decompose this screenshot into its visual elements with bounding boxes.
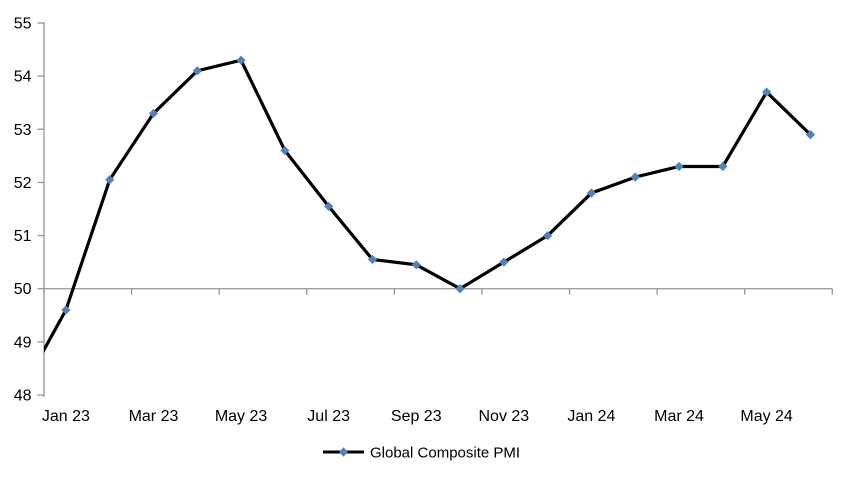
data-point-marker bbox=[674, 161, 684, 172]
y-tick-label: 51 bbox=[14, 228, 32, 245]
data-point-marker bbox=[411, 260, 421, 270]
axis-labels-layer: 48 49 50 51 52 53 54 55 Jan 23 Mar 23 May 23 Jul 23… bbox=[14, 16, 793, 426]
x-tick-label: May 23 bbox=[215, 408, 268, 425]
data-point-marker bbox=[455, 284, 465, 294]
data-point-marker bbox=[718, 161, 728, 172]
y-tick-label: 54 bbox=[14, 69, 32, 86]
legend-label: Global Composite PMI bbox=[370, 445, 520, 462]
legend-marker-icon bbox=[339, 447, 348, 457]
x-tick-label: Jan 23 bbox=[42, 408, 90, 425]
x-tick-label: Mar 23 bbox=[129, 408, 179, 425]
data-point-marker bbox=[148, 108, 159, 118]
data-point-marker bbox=[586, 188, 597, 198]
data-point-marker bbox=[805, 130, 816, 140]
data-point-marker bbox=[324, 201, 334, 211]
pmi-series-line bbox=[44, 58, 812, 354]
data-point-marker bbox=[192, 66, 202, 76]
data-point-marker bbox=[236, 55, 246, 65]
x-tick-label: May 24 bbox=[740, 408, 793, 425]
y-tick-label: 52 bbox=[14, 175, 32, 192]
data-point-marker bbox=[280, 145, 290, 156]
series-layer bbox=[44, 55, 816, 354]
legend: Global Composite PMI bbox=[323, 445, 520, 462]
y-tick-label: 49 bbox=[14, 334, 32, 351]
data-point-marker bbox=[499, 257, 509, 267]
y-tick-label: 55 bbox=[14, 16, 32, 33]
y-tick-label: 48 bbox=[14, 388, 32, 405]
y-tick-label: 53 bbox=[14, 122, 32, 139]
data-point-marker bbox=[762, 87, 772, 97]
data-point-marker bbox=[105, 175, 115, 185]
data-point-marker bbox=[61, 305, 71, 315]
data-point-marker bbox=[630, 172, 640, 182]
y-tick-label: 50 bbox=[14, 281, 32, 298]
data-point-marker bbox=[367, 254, 378, 265]
x-tick-label: Nov 23 bbox=[478, 408, 529, 425]
data-point-marker bbox=[543, 230, 553, 241]
axes-layer bbox=[37, 22, 833, 397]
x-tick-label: Sep 23 bbox=[391, 408, 442, 425]
x-tick-label: Mar 24 bbox=[654, 408, 704, 425]
x-tick-label: Jan 24 bbox=[567, 408, 615, 425]
x-tick-label: Jul 23 bbox=[307, 408, 350, 425]
